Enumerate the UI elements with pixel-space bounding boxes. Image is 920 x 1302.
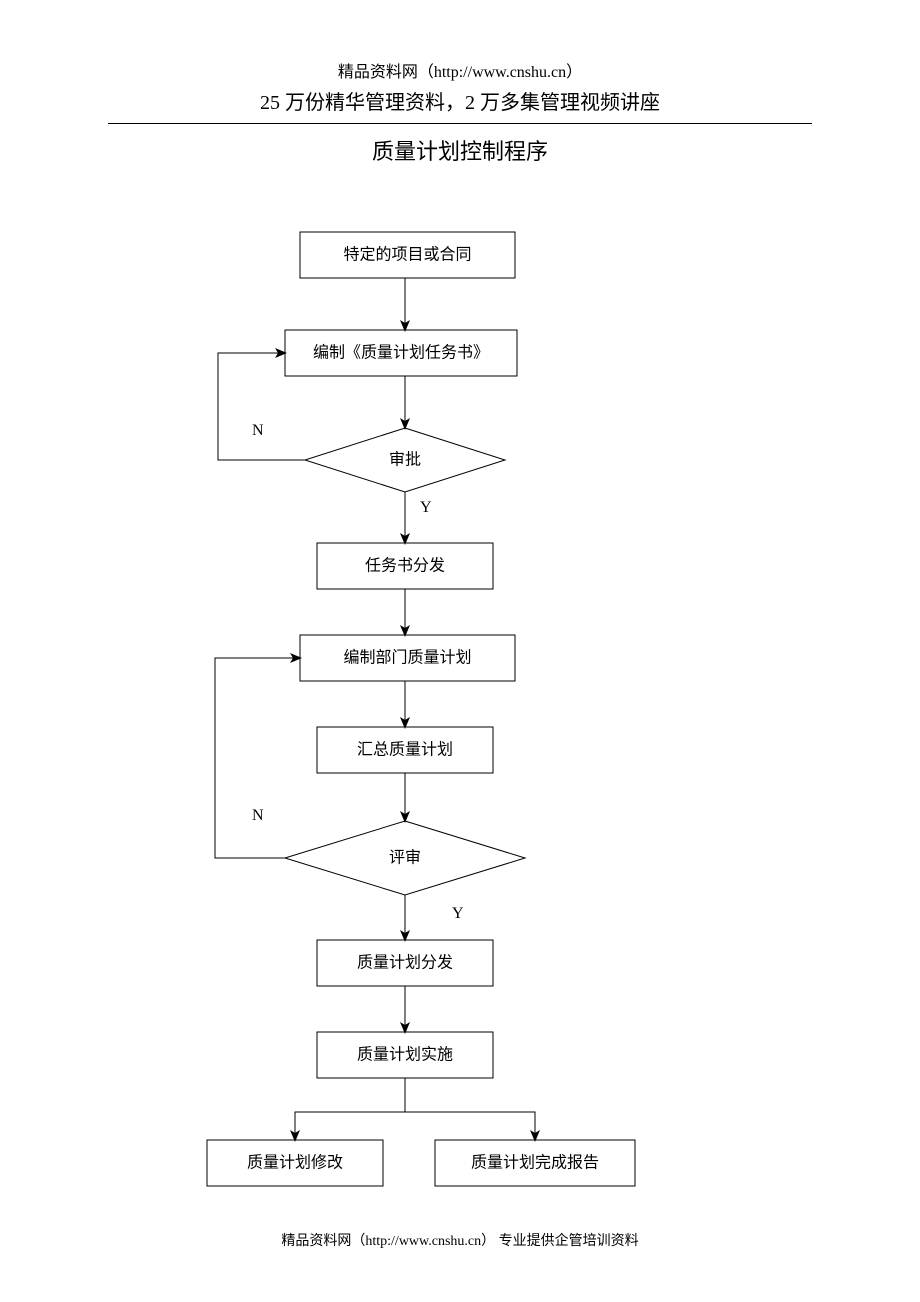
flow-edge-label-3: N — [252, 422, 264, 439]
flow-edge-3 — [218, 353, 305, 460]
flow-edge-8 — [215, 658, 300, 858]
flow-node-label-n4: 任务书分发 — [365, 557, 445, 575]
flow-edge-11 — [295, 1112, 405, 1140]
page-footer: 精品资料网（http://www.cnshu.cn） 专业提供企管培训资料 — [0, 1230, 920, 1250]
flow-node-label-n9: 质量计划实施 — [357, 1046, 453, 1064]
flow-node-label-n11: 质量计划完成报告 — [471, 1154, 599, 1172]
flow-node-label-n6: 汇总质量计划 — [357, 741, 453, 759]
flow-node-label-n7: 评审 — [389, 849, 421, 867]
flow-node-label-n8: 质量计划分发 — [357, 954, 453, 972]
flow-edge-label-7: Y — [452, 905, 464, 922]
flow-edge-label-8: N — [252, 807, 264, 824]
flow-edge-label-2: Y — [420, 499, 432, 516]
flow-edge-12 — [405, 1112, 535, 1140]
flow-node-label-n5: 编制部门质量计划 — [343, 649, 471, 667]
flow-node-label-n2: 编制《质量计划任务书》 — [313, 344, 489, 362]
flow-node-label-n3: 审批 — [389, 451, 421, 469]
flowchart-canvas: 特定的项目或合同编制《质量计划任务书》审批任务书分发编制部门质量计划汇总质量计划… — [0, 0, 920, 1302]
flow-node-label-n1: 特定的项目或合同 — [343, 246, 471, 264]
flow-node-label-n10: 质量计划修改 — [247, 1154, 343, 1172]
